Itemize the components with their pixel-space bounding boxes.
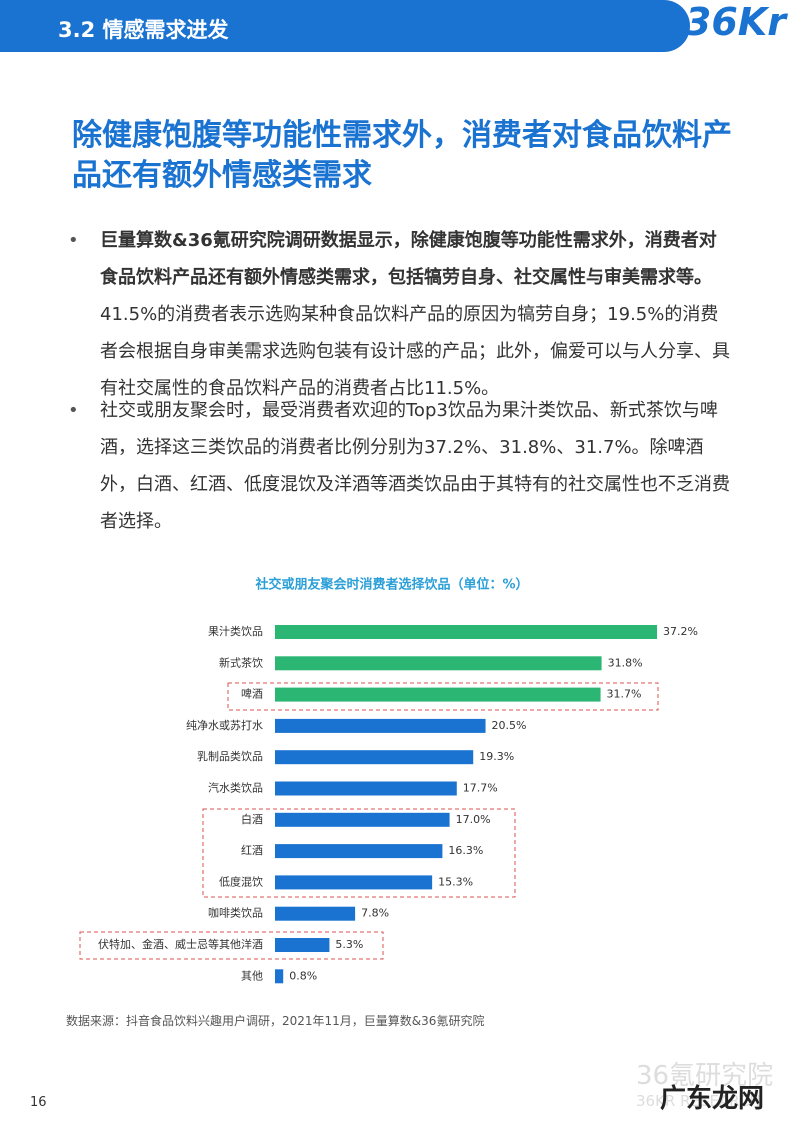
bullet: 社交或朋友聚会时，最受消费者欢迎的Top3饮品为果汁类饮品、新式茶饮与啤酒，选择… xyxy=(68,392,730,540)
bar xyxy=(275,781,457,796)
bullet: 巨量算数&36氪研究院调研数据显示，除健康饱腹等功能性需求外，消费者对食品饮料产… xyxy=(68,222,730,407)
category-label: 果汁类饮品 xyxy=(208,624,263,638)
bullet-text: 41.5%的消费者表示选购某种食品饮料产品的原因为犒劳自身；19.5%的消费者会… xyxy=(100,304,730,399)
data-label: 16.3% xyxy=(448,844,483,857)
data-label: 20.5% xyxy=(492,719,527,732)
data-label: 17.7% xyxy=(463,782,498,795)
headline: 除健康饱腹等功能性需求外，消费者对食品饮料产品还有额外情感类需求 xyxy=(72,118,732,193)
category-label: 咖啡类饮品 xyxy=(208,906,263,920)
source: 数据来源：抖音食品饮料兴趣用户调研，2021年11月，巨量算数&36氪研究院 xyxy=(66,1014,485,1028)
bar xyxy=(275,938,330,952)
bar xyxy=(275,687,601,702)
category-label: 啤酒 xyxy=(241,687,263,701)
category-label: 白酒 xyxy=(241,812,263,826)
bar xyxy=(275,906,356,921)
watermark: 36KR RESEARCH xyxy=(636,1092,761,1110)
chart: 社交或朋友聚会时消费者选择饮品（单位：%） 果汁类饮品 37.2% 新式茶饮 31.8… xyxy=(79,577,698,984)
bar xyxy=(275,969,284,984)
category-label: 乳制品类饮品 xyxy=(197,749,263,763)
data-label: 31.7% xyxy=(607,688,642,701)
category-label: 低度混饮 xyxy=(219,874,263,888)
highlight-box xyxy=(79,931,384,960)
chart-title: 社交或朋友聚会时消费者选择饮品（单位：%） xyxy=(254,577,528,593)
data-label: 7.8% xyxy=(361,907,389,920)
category-label: 伏特加、金酒、威士忌等其他洋酒 xyxy=(98,937,263,951)
bar xyxy=(275,750,474,765)
bullet-text: 社交或朋友聚会时，最受消费者欢迎的Top3饮品为果汁类饮品、新式茶饮与啤酒，选择… xyxy=(100,400,730,532)
bar xyxy=(275,656,602,671)
data-label: 15.3% xyxy=(438,875,473,888)
page-number: 16 xyxy=(30,1095,47,1110)
data-label: 0.8% xyxy=(289,969,317,982)
category-label: 新式茶饮 xyxy=(219,655,263,669)
section-title: 3.2 情感需求进发 xyxy=(58,18,229,42)
logo: 36Kr xyxy=(684,0,786,44)
category-label: 红酒 xyxy=(241,844,263,857)
data-label: 37.2% xyxy=(663,625,698,638)
header-bar: 3.2 情感需求进发 xyxy=(0,0,690,52)
data-label: 31.8% xyxy=(608,656,643,669)
data-label: 5.3% xyxy=(335,938,363,951)
bar xyxy=(275,875,433,890)
highlight-box xyxy=(227,682,659,711)
highlight-box xyxy=(202,808,516,898)
bar xyxy=(275,844,443,859)
watermark: 36氪研究院 xyxy=(636,1061,774,1091)
data-label: 19.3% xyxy=(479,750,514,763)
bar xyxy=(275,812,450,827)
data-label: 17.0% xyxy=(456,813,491,826)
bar xyxy=(275,625,658,639)
category-label: 汽水类饮品 xyxy=(208,781,263,795)
bar xyxy=(275,718,486,733)
bullet-bold: 巨量算数&36氪研究院调研数据显示，除健康饱腹等功能性需求外，消费者对食品饮料产… xyxy=(100,230,717,288)
watermark: 广东龙网 xyxy=(660,1084,765,1114)
category-label: 其他 xyxy=(241,969,263,982)
category-label: 纯净水或苏打水 xyxy=(186,718,263,732)
